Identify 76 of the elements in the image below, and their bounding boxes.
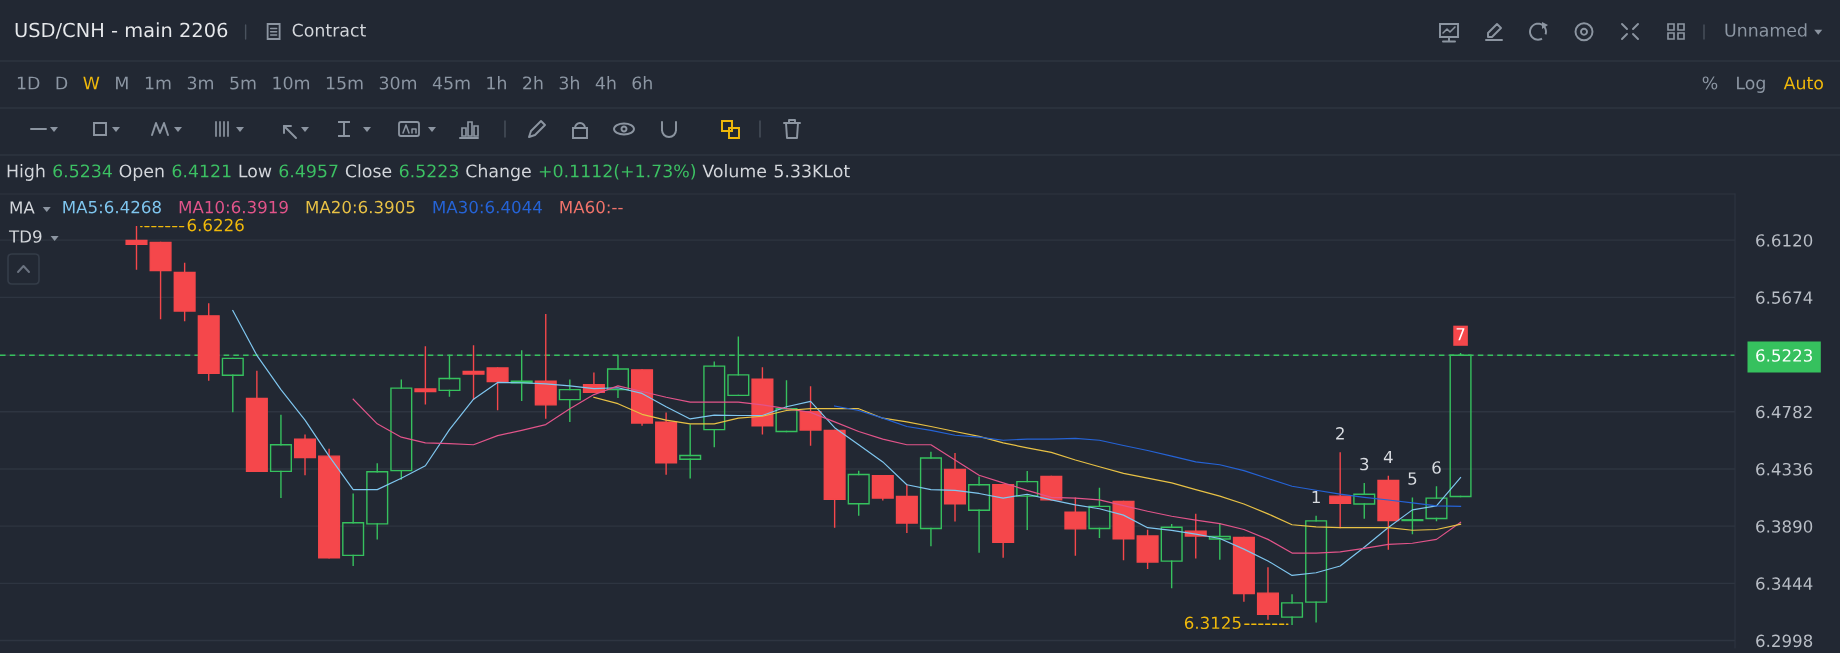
y-tick-label: 6.4782 — [1756, 405, 1812, 419]
text: MA20:6.3905 — [306, 200, 415, 214]
chart-title: USD/CNH - main 2206 — [15, 22, 228, 39]
annotation: 6.3125 — [1184, 616, 1241, 630]
text: 5 — [1408, 472, 1417, 485]
text: 6 — [1432, 461, 1441, 474]
text: TD9 — [8, 230, 42, 243]
candlestick — [1256, 567, 1280, 620]
candlestick — [968, 476, 991, 553]
text: Contract — [292, 23, 366, 37]
text: Unnamed — [1725, 23, 1807, 37]
candlestick — [149, 241, 172, 320]
legend-title: MA — [10, 201, 35, 214]
candlestick — [245, 370, 268, 473]
candlestick — [823, 429, 846, 528]
candlestick — [1040, 475, 1063, 501]
candlestick — [679, 424, 702, 479]
candlestick — [1232, 536, 1255, 602]
candlestick — [534, 313, 557, 419]
text: 2 — [1336, 427, 1344, 440]
y-tick-label: 6.3444 — [1756, 577, 1813, 590]
candlestick — [366, 463, 389, 540]
text: 3 — [1360, 457, 1369, 471]
candlestick — [943, 452, 967, 522]
candlestick — [414, 346, 437, 405]
candlestick — [1112, 500, 1135, 561]
text: 7 — [1456, 328, 1465, 341]
candlestick — [1329, 452, 1352, 529]
candlestick — [1305, 515, 1328, 623]
y-tick-label: 6.6120 — [1756, 234, 1813, 247]
text: MA10:6.3919 — [179, 200, 288, 214]
annotation: 6.6226 — [187, 218, 244, 232]
candlestick — [125, 225, 148, 270]
candlestick — [1280, 594, 1304, 625]
candlestick — [1088, 487, 1111, 538]
candlestick — [221, 357, 244, 413]
candlestick — [1160, 523, 1183, 589]
y-tick-label: 6.4336 — [1756, 462, 1813, 476]
text: % Log Auto — [1702, 76, 1823, 93]
y-tick-label: 6.5674 — [1756, 291, 1813, 304]
legend-label: MA60:-- — [560, 200, 623, 214]
candlestick — [462, 345, 485, 400]
candlestick — [1377, 475, 1400, 550]
candlestick — [895, 484, 918, 534]
candlestick — [173, 262, 196, 322]
candlestick — [655, 412, 678, 475]
candlestick — [1064, 497, 1087, 556]
text: High 6.5234 Open 6.4121 Low 6.4957 Close 6.5223 Change +0.1112(+1.73%) Volume 5.33KLot — [7, 164, 850, 181]
text: MA30:6.4044 — [433, 200, 542, 214]
y-tick-label: 6.5223 — [1756, 349, 1812, 362]
candlestick — [197, 303, 220, 381]
candlestick — [799, 386, 822, 446]
candlestick — [558, 379, 581, 422]
candlestick — [269, 414, 292, 499]
candlestick — [293, 434, 317, 476]
candlestick — [1401, 497, 1424, 535]
text: 1 — [1312, 490, 1320, 504]
candlestick — [992, 484, 1015, 558]
candlestick — [1208, 522, 1231, 560]
text: MA5:6.4268 — [63, 200, 161, 214]
y-tick-label: 6.2998 — [1756, 634, 1813, 648]
line-series — [593, 396, 1462, 531]
text: 1D D W M 1m 3m 5m 10m 15m 30m 45m 1h 2h 3h 4h 6h — [17, 76, 652, 90]
y-tick-label: 6.3890 — [1756, 520, 1813, 533]
candlestick — [486, 367, 509, 411]
candlestick — [318, 448, 341, 559]
candlestick — [751, 367, 774, 435]
text: 4 — [1383, 450, 1393, 464]
candlestick — [342, 493, 365, 566]
candlestick — [631, 369, 654, 426]
candlestick — [1353, 482, 1376, 519]
candlestick — [703, 361, 726, 448]
candlestick — [775, 380, 798, 433]
candlestick — [919, 451, 942, 547]
candlestick — [871, 474, 894, 501]
candlestick — [1016, 470, 1039, 530]
